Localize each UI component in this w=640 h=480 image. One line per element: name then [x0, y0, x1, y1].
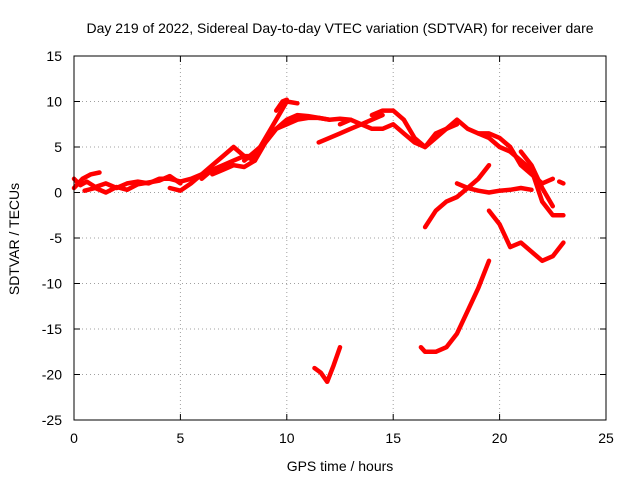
x-axis-label: GPS time / hours — [287, 458, 394, 474]
x-tick-label-4: 20 — [492, 430, 508, 446]
x-tick-label-2: 10 — [279, 430, 295, 446]
x-tick-label-0: 0 — [70, 430, 78, 446]
series-line-arc-12 — [476, 131, 566, 218]
y-tick-label-3: -10 — [42, 276, 62, 292]
series-line-arc-9 — [316, 112, 385, 145]
series-line-arc-18 — [312, 344, 343, 385]
series-layer — [71, 97, 566, 385]
y-tick-label-5: 0 — [54, 185, 62, 201]
series-line-arc-2 — [71, 170, 102, 191]
x-tick-label-1: 5 — [177, 430, 185, 446]
series-line-arc-11 — [369, 108, 556, 186]
series-line-arc-8 — [273, 97, 290, 113]
chart-title: Day 219 of 2022, Sidereal Day-to-day VTE… — [86, 20, 593, 36]
y-tick-label-2: -15 — [42, 321, 62, 337]
tick-layer: 0 5 10 15 20 25 -25 -20 -15 -10 -5 0 5 10 15 — [42, 48, 614, 446]
x-tick-label-3: 15 — [385, 430, 401, 446]
label-layer: Day 219 of 2022, Sidereal Day-to-day VTE… — [6, 20, 594, 474]
y-tick-label-1: -20 — [42, 367, 62, 383]
series-line-arc-19 — [556, 179, 566, 186]
y-axis-label: SDTVAR / TECUs — [6, 183, 22, 295]
y-tick-label-8: 15 — [46, 48, 62, 64]
y-tick-label-0: -25 — [42, 412, 62, 428]
y-tick-label-7: 10 — [46, 94, 62, 110]
series-line-arc-6 — [210, 158, 258, 177]
series-line-arc-7 — [241, 115, 353, 163]
series-line-arc-17 — [418, 258, 492, 355]
y-tick-label-4: -5 — [50, 230, 63, 246]
series-line-arc-10 — [337, 117, 460, 150]
series-line-arc-16 — [486, 208, 566, 264]
series-line-arc-3 — [82, 173, 183, 195]
y-tick-label-6: 5 — [54, 139, 62, 155]
series-line-arc-13 — [518, 149, 556, 209]
grid-layer — [74, 56, 606, 420]
series-line-arc-4 — [167, 99, 300, 193]
x-tick-label-5: 25 — [598, 430, 614, 446]
series-line-arc-15 — [422, 162, 492, 230]
